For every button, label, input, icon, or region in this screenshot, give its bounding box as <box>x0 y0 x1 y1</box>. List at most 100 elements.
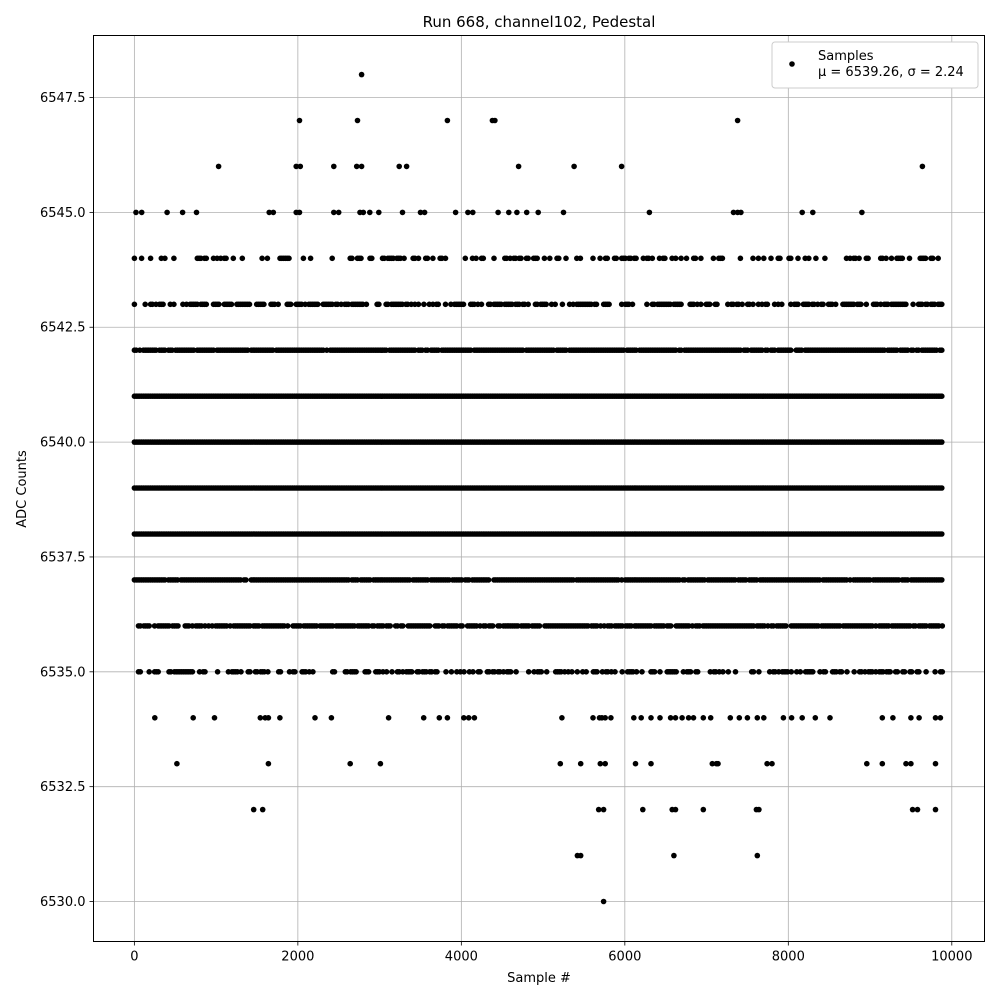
sample-point <box>557 760 564 767</box>
sample-point <box>277 715 283 721</box>
sample-point <box>228 301 235 308</box>
sample-point <box>460 301 467 308</box>
sample-point <box>443 669 449 675</box>
sample-point <box>131 255 138 262</box>
sample-point <box>908 669 915 675</box>
x-axis-ticks: 0 2000 4000 6000 8000 10000 <box>130 941 972 965</box>
sample-point <box>738 209 744 216</box>
sample-point <box>259 806 266 813</box>
sample-point <box>657 715 663 721</box>
sample-point <box>367 209 373 216</box>
sample-point <box>672 255 679 262</box>
x-tick-label: 8000 <box>772 950 805 965</box>
sample-point <box>755 255 762 262</box>
sample-point <box>383 669 390 675</box>
sample-point <box>629 301 636 308</box>
sample-point <box>461 715 467 721</box>
sample-point <box>400 623 406 629</box>
sample-point <box>560 209 567 216</box>
sample-point <box>779 301 785 308</box>
sample-point <box>672 715 679 721</box>
sample-point <box>788 669 795 675</box>
sample-point <box>700 806 707 813</box>
sample-point <box>417 209 424 216</box>
sample-point <box>171 301 177 308</box>
x-tick-label: 6000 <box>608 950 641 965</box>
sample-point <box>914 806 921 813</box>
sample-point <box>358 71 365 78</box>
sample-points <box>131 71 946 905</box>
sample-point <box>922 255 929 262</box>
sample-point <box>756 669 762 675</box>
sample-point <box>175 623 181 629</box>
sample-point <box>465 209 471 216</box>
sample-point <box>780 715 787 721</box>
sample-point <box>152 715 158 721</box>
sample-point <box>478 301 485 308</box>
sample-point <box>851 669 857 675</box>
sample-point <box>788 347 794 354</box>
sample-point <box>649 255 656 262</box>
sample-point <box>435 301 442 308</box>
sample-point <box>297 163 304 170</box>
sample-point <box>795 255 801 262</box>
sample-point <box>673 669 679 675</box>
sample-point <box>559 301 566 308</box>
sample-point <box>887 669 893 675</box>
sample-point <box>515 163 522 170</box>
sample-point <box>436 715 443 721</box>
sample-point <box>606 301 612 308</box>
sample-point <box>329 255 336 262</box>
sample-point <box>525 255 531 262</box>
sample-point <box>448 669 455 675</box>
sample-point <box>720 669 726 675</box>
sample-point <box>932 760 939 767</box>
y-axis-ticks: 6530.0 6532.5 6535.0 6537.5 6540.0 6542.5 6545… <box>40 91 94 910</box>
sample-point <box>597 255 603 262</box>
sample-point <box>296 117 303 124</box>
sample-point <box>415 301 422 308</box>
sample-point <box>146 623 152 629</box>
sample-point <box>734 117 741 124</box>
y-tick-label: 6542.5 <box>40 321 86 336</box>
sample-point <box>594 669 600 675</box>
sample-point <box>335 209 342 216</box>
sample-point <box>353 163 360 170</box>
sample-point <box>810 669 816 675</box>
sample-point <box>203 301 210 308</box>
sample-point <box>312 715 318 721</box>
sample-point <box>651 669 658 675</box>
sample-point <box>903 301 909 308</box>
y-tick-label: 6547.5 <box>40 91 86 106</box>
sample-point <box>608 715 614 721</box>
sample-point <box>535 209 541 216</box>
legend-marker <box>789 61 795 67</box>
sample-point <box>600 806 607 813</box>
sample-point <box>698 255 704 262</box>
sample-point <box>901 669 908 675</box>
sample-point <box>806 255 812 262</box>
sample-point <box>376 209 382 216</box>
sample-point <box>788 715 795 721</box>
sample-point <box>525 301 531 308</box>
sample-point <box>547 255 553 262</box>
sample-point <box>543 669 550 675</box>
sample-point <box>856 255 862 262</box>
sample-point <box>376 301 382 308</box>
sample-point <box>577 852 584 859</box>
sample-point <box>315 301 321 308</box>
sample-point <box>259 255 265 262</box>
sample-point <box>261 301 267 308</box>
sample-point <box>427 623 433 629</box>
sample-point <box>270 209 277 216</box>
sample-point <box>424 255 431 262</box>
sample-point <box>939 669 946 675</box>
sample-point <box>525 669 532 675</box>
y-axis-label: ADC Counts <box>15 450 30 528</box>
legend-entry-samples: Samples <box>818 49 874 64</box>
x-tick-label: 4000 <box>445 950 478 965</box>
sample-point <box>602 760 608 767</box>
sample-point <box>939 531 945 537</box>
sample-point <box>865 255 871 262</box>
sample-point <box>389 669 395 675</box>
